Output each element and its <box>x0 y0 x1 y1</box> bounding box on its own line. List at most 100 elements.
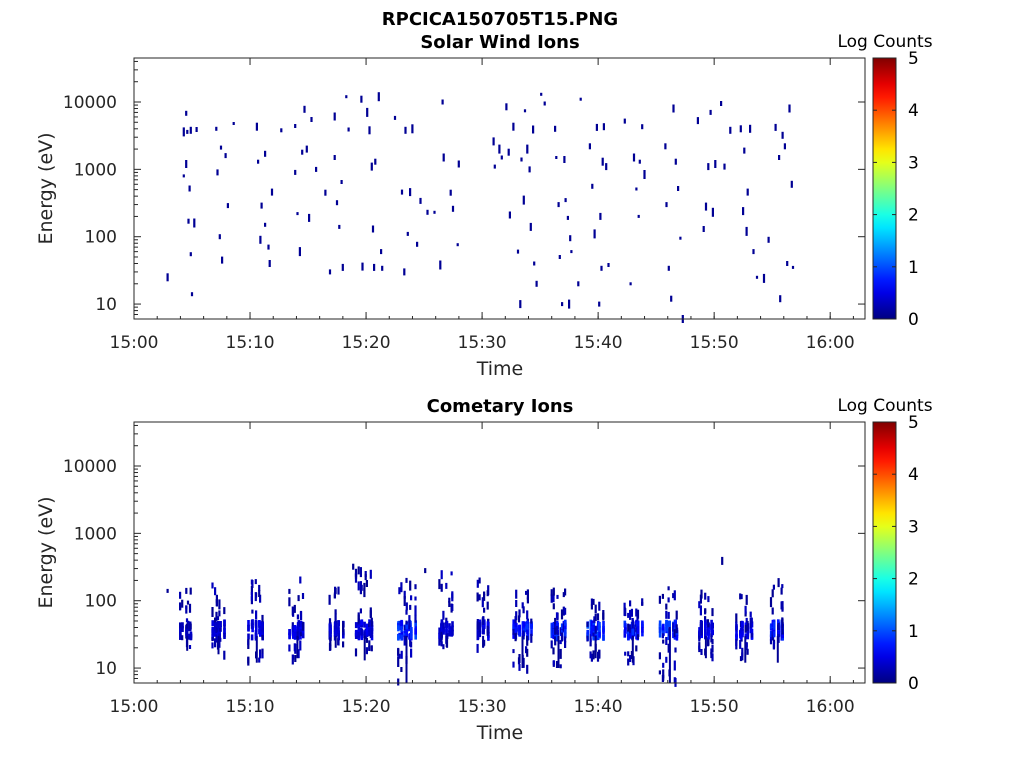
data-cell <box>672 593 675 599</box>
data-cell <box>598 631 601 638</box>
data-cell <box>755 275 759 279</box>
data-cell <box>672 104 675 113</box>
data-cell <box>185 623 189 629</box>
data-cell <box>560 632 564 642</box>
data-cell <box>400 582 403 593</box>
data-cell <box>596 613 600 621</box>
data-cell <box>261 634 264 640</box>
data-cell <box>397 657 400 667</box>
data-cell <box>498 144 501 154</box>
data-cell <box>735 621 738 631</box>
data-cell <box>338 224 341 229</box>
data-cell <box>185 110 188 116</box>
data-cell <box>215 622 218 628</box>
data-cell <box>334 635 337 648</box>
data-cell <box>781 584 784 589</box>
data-cell <box>641 598 644 606</box>
x-tick-label: 15:00 <box>110 333 159 353</box>
data-cell <box>370 162 373 171</box>
data-cell <box>564 623 567 629</box>
ion-burst <box>354 566 374 661</box>
data-cell <box>735 638 738 646</box>
data-cell <box>776 635 779 663</box>
data-cell <box>179 628 182 634</box>
data-cell <box>601 157 604 166</box>
data-cell <box>711 644 714 653</box>
data-cell <box>743 147 746 154</box>
data-cell <box>439 260 442 270</box>
data-cell <box>641 630 644 637</box>
data-cell <box>377 92 380 102</box>
data-cell <box>665 625 668 632</box>
data-cell <box>665 603 668 610</box>
data-cell <box>405 620 408 625</box>
data-cell <box>624 608 627 617</box>
data-cell <box>403 268 406 276</box>
data-cell <box>397 625 400 632</box>
colorbar-tick-label: 2 <box>908 206 919 226</box>
data-cell <box>363 588 366 598</box>
data-cell <box>293 625 297 631</box>
colorbar-title: Log Counts <box>837 32 932 52</box>
data-cell <box>365 625 369 632</box>
data-cell <box>518 630 521 637</box>
data-cell <box>258 620 261 626</box>
data-cell <box>514 633 517 642</box>
data-cell <box>438 632 441 639</box>
data-cell <box>658 595 661 604</box>
data-cell <box>354 629 358 636</box>
data-cell <box>564 627 567 634</box>
data-cell <box>215 634 218 643</box>
data-cell <box>414 614 417 623</box>
data-cell <box>554 636 557 646</box>
data-cell <box>550 640 553 649</box>
data-cell <box>291 622 294 631</box>
y-axis-label: Energy (eV) <box>35 132 57 244</box>
data-cell <box>636 634 640 640</box>
data-cell <box>552 629 556 635</box>
data-cell <box>357 614 360 624</box>
data-cell <box>530 618 533 624</box>
ion-burst <box>698 589 714 662</box>
data-cell <box>533 261 536 266</box>
data-layer <box>166 92 795 323</box>
data-cell <box>560 609 564 620</box>
data-cell <box>698 630 701 637</box>
data-cell <box>354 622 358 629</box>
x-axis: 15:00 15:10 15:20 15:30 15:40 15:50 16:00 Time <box>110 58 855 380</box>
data-cell <box>592 625 595 631</box>
data-cell <box>224 153 227 159</box>
data-cell <box>483 607 486 613</box>
x-tick-label: 15:10 <box>226 697 275 717</box>
data-cell <box>403 596 406 606</box>
data-cell <box>360 95 363 103</box>
data-cell <box>369 607 372 618</box>
data-cell <box>214 587 217 596</box>
data-cell <box>535 280 538 287</box>
data-cell <box>665 656 668 663</box>
data-cell <box>218 599 221 610</box>
data-cell <box>771 607 774 615</box>
data-cell <box>179 591 182 599</box>
data-cell <box>211 642 214 649</box>
data-cell <box>593 229 596 239</box>
data-cell <box>409 604 412 610</box>
ion-burst <box>247 579 264 666</box>
data-cell <box>631 629 635 636</box>
data-cell <box>259 649 262 659</box>
data-cell <box>788 104 791 113</box>
data-cell <box>397 678 400 686</box>
data-cell <box>661 633 664 639</box>
x-tick-label: 15:00 <box>110 697 159 717</box>
data-cell <box>424 568 427 574</box>
data-cell <box>665 637 668 645</box>
data-cell <box>661 624 665 631</box>
ion-burst <box>397 577 417 686</box>
data-cell <box>674 158 677 165</box>
data-cell <box>247 620 250 626</box>
data-cell <box>624 651 627 656</box>
data-cell <box>679 236 682 240</box>
data-cell <box>668 627 671 636</box>
